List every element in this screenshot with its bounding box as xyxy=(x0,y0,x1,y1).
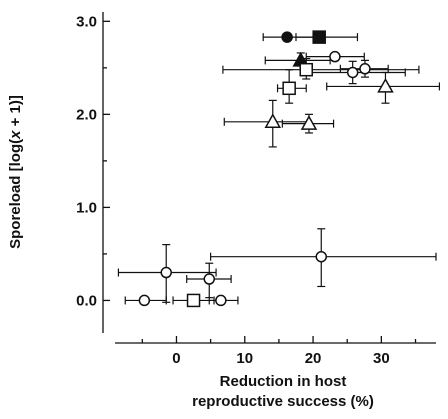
error-bars xyxy=(117,33,441,305)
circle-marker-11 xyxy=(315,250,328,263)
circle-marker-2 xyxy=(329,50,341,63)
y-tick-label-1: 1.0 xyxy=(76,199,97,216)
y-axis-title-pre: Sporeload [log( xyxy=(7,139,24,249)
triangle-marker-9 xyxy=(264,113,282,129)
x-tick-label-0: 0 xyxy=(172,350,180,367)
circle-marker-14 xyxy=(138,294,151,307)
circle-marker-5 xyxy=(346,66,359,79)
circle-marker-0 xyxy=(281,31,293,43)
y-axis-title-post: + 1)] xyxy=(7,95,24,130)
y-axis-title-italic: x xyxy=(7,130,24,140)
y-axis-title: Sporeload [log(x + 1)] xyxy=(7,95,24,249)
x-axis-title-line-1: Reduction in host xyxy=(220,373,347,390)
square-marker-8 xyxy=(282,81,296,96)
x-tick-label-2: 20 xyxy=(305,350,322,367)
x-tick-label-1: 10 xyxy=(236,350,253,367)
y-tick-label-0: 0.0 xyxy=(76,292,97,309)
y-tick-label-3: 3.0 xyxy=(76,13,97,30)
triangle-marker-7 xyxy=(377,77,394,93)
x-tick-label-3: 30 xyxy=(373,350,390,367)
circle-marker-12 xyxy=(160,266,172,279)
square-marker-15 xyxy=(186,293,201,308)
data-markers xyxy=(138,30,394,308)
square-marker-4 xyxy=(299,62,313,77)
axes: 0.0 1.0 2.0 3.0 0 10 20 30 xyxy=(76,12,436,367)
x-axis-title-line-2: reproductive success (%) xyxy=(192,393,374,410)
circle-marker-6 xyxy=(359,63,371,75)
triangle-marker-10 xyxy=(300,115,318,130)
circle-marker-13 xyxy=(203,273,216,285)
y-tick-label-2: 2.0 xyxy=(76,106,97,123)
circle-marker-16 xyxy=(215,294,227,307)
square-marker-1 xyxy=(312,30,326,44)
